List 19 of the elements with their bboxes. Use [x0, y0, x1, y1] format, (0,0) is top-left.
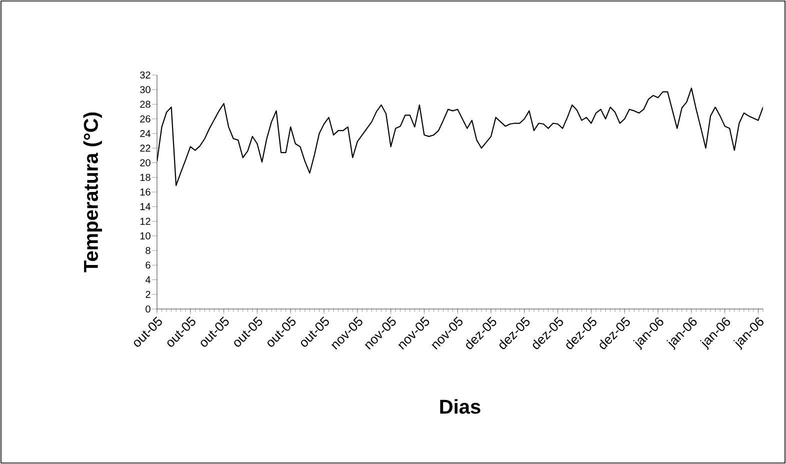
y-tick-label: 6 [146, 262, 150, 269]
y-tick-label: 2 [146, 290, 150, 298]
y-tick-label: 24 [140, 130, 151, 137]
y-tick-label: 4 [145, 276, 151, 284]
y-tick-label: 22 [140, 144, 150, 152]
y-tick-label: 18 [140, 174, 150, 181]
y-tick-label: 12 [140, 218, 150, 225]
y-tick-label: 32 [140, 71, 150, 79]
y-tick-label: 30 [140, 86, 150, 94]
y-tick-label: 28 [140, 100, 150, 108]
x-axis-title: Dias [440, 399, 480, 414]
y-tick-label: 8 [146, 246, 150, 254]
y-tick-label: 10 [140, 232, 150, 240]
y-tick-label: 14 [140, 203, 151, 210]
y-tick-label: 16 [140, 188, 150, 196]
y-tick-label: 20 [140, 159, 150, 166]
y-tick-label: 0 [146, 305, 150, 313]
y-tick-label: 26 [140, 115, 150, 122]
y-axis-title: Temperatura (°C) [83, 112, 102, 272]
